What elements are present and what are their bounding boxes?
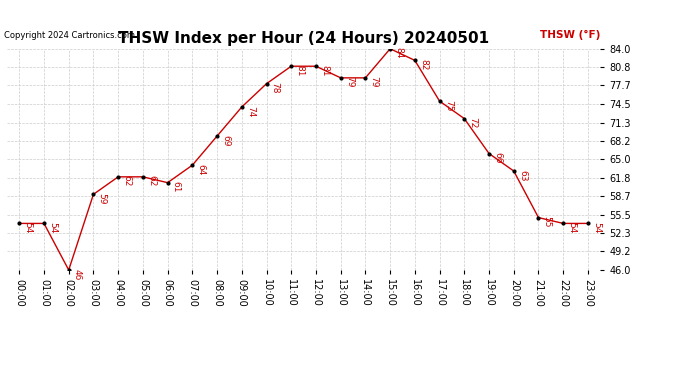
Text: 62: 62	[122, 176, 131, 187]
Text: 81: 81	[295, 65, 304, 76]
Text: 63: 63	[518, 170, 527, 181]
Text: 79: 79	[370, 76, 379, 88]
Text: 54: 54	[23, 222, 32, 233]
Text: 69: 69	[221, 135, 230, 146]
Text: 75: 75	[444, 100, 453, 111]
Text: 81: 81	[320, 65, 329, 76]
Text: 62: 62	[147, 176, 156, 187]
Text: 59: 59	[97, 193, 106, 204]
Text: 46: 46	[73, 268, 82, 280]
Text: 72: 72	[469, 117, 477, 129]
Text: 84: 84	[394, 47, 403, 59]
Text: THSW (°F): THSW (°F)	[540, 30, 600, 40]
Text: 66: 66	[493, 152, 502, 164]
Text: 54: 54	[592, 222, 601, 233]
Text: 74: 74	[246, 106, 255, 117]
Text: 64: 64	[197, 164, 206, 175]
Text: 79: 79	[345, 76, 354, 88]
Text: 54: 54	[48, 222, 57, 233]
Text: Copyright 2024 Cartronics.com: Copyright 2024 Cartronics.com	[4, 31, 135, 40]
Title: THSW Index per Hour (24 Hours) 20240501: THSW Index per Hour (24 Hours) 20240501	[118, 31, 489, 46]
Text: 55: 55	[542, 216, 551, 228]
Text: 61: 61	[172, 181, 181, 193]
Text: 54: 54	[567, 222, 576, 233]
Text: 82: 82	[419, 59, 428, 70]
Text: 78: 78	[270, 82, 279, 94]
